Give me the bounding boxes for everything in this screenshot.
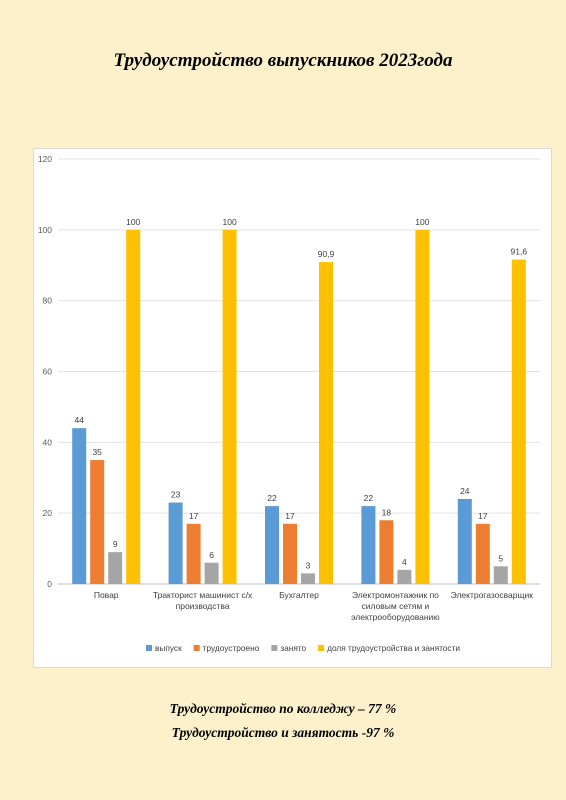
legend-swatch [146,645,152,651]
bar-0-0 [72,428,87,584]
data-label: 100 [415,217,429,227]
y-tick-label: 60 [43,367,53,377]
x-tick-label: Электромонтажник по [352,590,439,600]
bar-3-4 [511,259,526,584]
legend-entry: занято [280,643,306,653]
data-label: 17 [285,511,295,521]
bar-1-0 [90,460,105,584]
y-tick-label: 20 [43,508,53,518]
x-tick-label: Бухгалтер [279,590,319,600]
bar-0-3 [361,506,376,584]
footer-employment-total: Трудоустройство и занятость -97 % [171,725,395,740]
data-label: 35 [92,447,102,457]
x-tick-label: Повар [94,590,119,600]
bar-0-2 [265,506,279,584]
data-label: 4 [402,557,407,567]
data-label: 9 [113,539,118,549]
data-label: 6 [209,550,214,560]
bar-3-3 [415,229,430,584]
y-tick-label: 120 [38,154,52,164]
data-label: 22 [267,493,277,503]
legend-entry: выпуск [155,643,182,653]
bar-2-0 [108,552,123,584]
bar-3-2 [319,262,333,584]
x-tick-label: силовым сетям и [362,601,430,611]
x-tick-label: электрооборудованию [351,612,440,622]
y-tick-label: 40 [43,437,53,447]
bar-1-4 [475,523,490,584]
bar-2-2 [301,573,315,584]
bar-3-1 [222,229,237,584]
bar-1-1 [186,523,201,584]
bar-2-4 [493,566,508,584]
y-tick-label: 80 [43,296,53,306]
bar-1-2 [283,523,297,584]
bar-3-0 [126,229,141,584]
y-tick-label: 100 [38,225,52,235]
bar-2-1 [204,562,219,584]
data-label: 100 [223,217,237,227]
data-label: 24 [460,486,470,496]
data-label: 3 [306,560,311,570]
x-tick-label: производства [176,601,230,611]
data-label: 17 [478,511,488,521]
bar-0-1 [168,502,183,584]
data-label: 100 [126,217,140,227]
data-label: 91,6 [511,247,528,257]
data-label: 44 [74,415,84,425]
legend-entry: трудоустроено [203,643,260,653]
footer-employment-college: Трудоустройство по колледжу – 77 % [169,701,397,716]
bar-0-4 [457,499,472,584]
data-label: 22 [364,493,374,503]
legend-entry: доля трудоустройства и занятости [327,643,460,653]
x-tick-label: Электрогазосварщик [451,590,534,600]
legend-swatch [271,645,278,651]
data-label: 5 [498,553,503,563]
legend-swatch [193,645,200,651]
y-tick-label: 0 [47,579,52,589]
data-label: 17 [189,511,199,521]
bar-2-3 [397,569,412,584]
data-label: 23 [171,490,181,500]
page-title: Трудоустройство выпускников 2023года [113,50,453,71]
x-tick-label: Тракторист машинист с/х [153,590,253,600]
chart-svg: 02040608010012044359100Повар23176100Трак… [38,154,540,653]
data-label: 90,9 [318,249,335,259]
bar-1-3 [379,520,394,584]
bar-chart: 0 20 40 60 80 100 120 44 35 9 100 Повар 23 17 6 100 Трак… [33,148,552,668]
legend-swatch [318,645,325,651]
data-label: 18 [382,507,392,517]
